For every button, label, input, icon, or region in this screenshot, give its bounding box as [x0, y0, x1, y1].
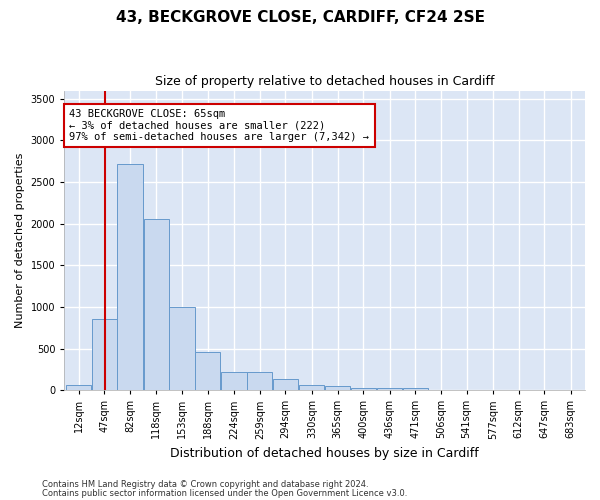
- Bar: [247, 372, 272, 390]
- Text: 43 BECKGROVE CLOSE: 65sqm
← 3% of detached houses are smaller (222)
97% of semi-: 43 BECKGROVE CLOSE: 65sqm ← 3% of detach…: [70, 109, 370, 142]
- Bar: [273, 380, 298, 390]
- Bar: [92, 320, 117, 390]
- Bar: [325, 386, 350, 390]
- Text: Contains HM Land Registry data © Crown copyright and database right 2024.: Contains HM Land Registry data © Crown c…: [42, 480, 368, 489]
- Bar: [403, 388, 428, 390]
- Text: Contains public sector information licensed under the Open Government Licence v3: Contains public sector information licen…: [42, 489, 407, 498]
- Bar: [350, 388, 376, 390]
- Bar: [221, 372, 247, 390]
- Text: 43, BECKGROVE CLOSE, CARDIFF, CF24 2SE: 43, BECKGROVE CLOSE, CARDIFF, CF24 2SE: [115, 10, 485, 25]
- Bar: [144, 218, 169, 390]
- Bar: [377, 388, 402, 390]
- Title: Size of property relative to detached houses in Cardiff: Size of property relative to detached ho…: [155, 75, 494, 88]
- Bar: [118, 164, 143, 390]
- Y-axis label: Number of detached properties: Number of detached properties: [15, 152, 25, 328]
- Bar: [299, 384, 325, 390]
- Bar: [195, 352, 220, 390]
- X-axis label: Distribution of detached houses by size in Cardiff: Distribution of detached houses by size …: [170, 447, 479, 460]
- Bar: [66, 385, 91, 390]
- Bar: [169, 307, 194, 390]
